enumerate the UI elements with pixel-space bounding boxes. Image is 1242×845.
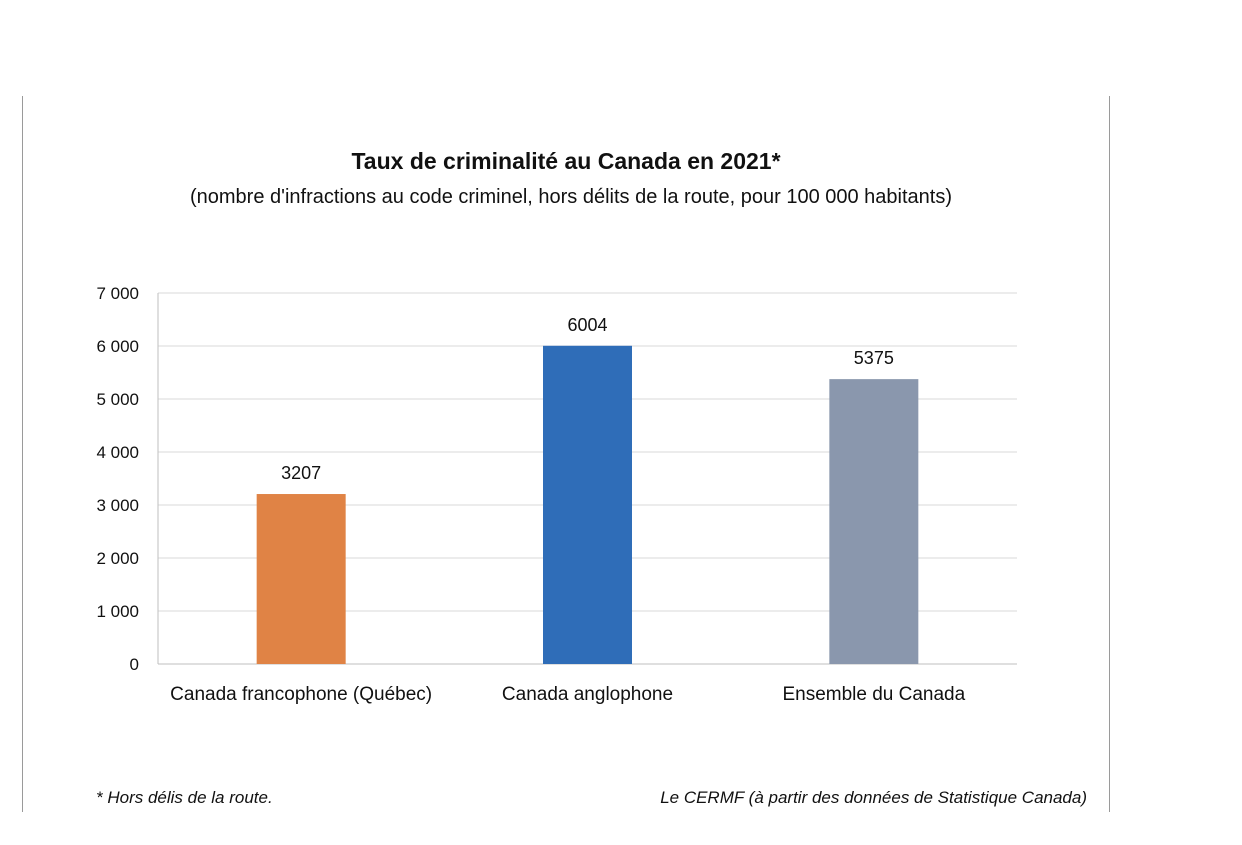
data-label: 6004 [567,315,607,335]
y-tick-label: 7 000 [96,284,139,303]
data-label: 3207 [281,463,321,483]
bar [256,494,346,664]
bar [829,379,919,664]
chart-title: Taux de criminalité au Canada en 2021* [351,148,781,174]
y-tick-label: 3 000 [96,496,139,515]
data-label: 5375 [854,348,894,368]
x-category-label: Canada francophone (Québec) [170,684,432,705]
chart-frame [22,96,1110,812]
x-category-label: Ensemble du Canada [782,684,965,705]
y-tick-label: 1 000 [96,602,139,621]
chart-subtitle: (nombre d'infractions au code criminel, … [189,186,953,208]
x-category-label: Canada anglophone [502,684,673,705]
footnote: * Hors délis de la route. [96,788,273,807]
source-note: Le CERMF (à partir des données de Statis… [660,788,1087,807]
y-tick-label: 4 000 [96,443,139,462]
y-tick-label: 6 000 [96,337,139,356]
y-tick-label: 5 000 [96,390,139,409]
y-tick-label: 0 [130,655,139,674]
y-tick-label: 2 000 [96,549,139,568]
bar [543,345,632,664]
